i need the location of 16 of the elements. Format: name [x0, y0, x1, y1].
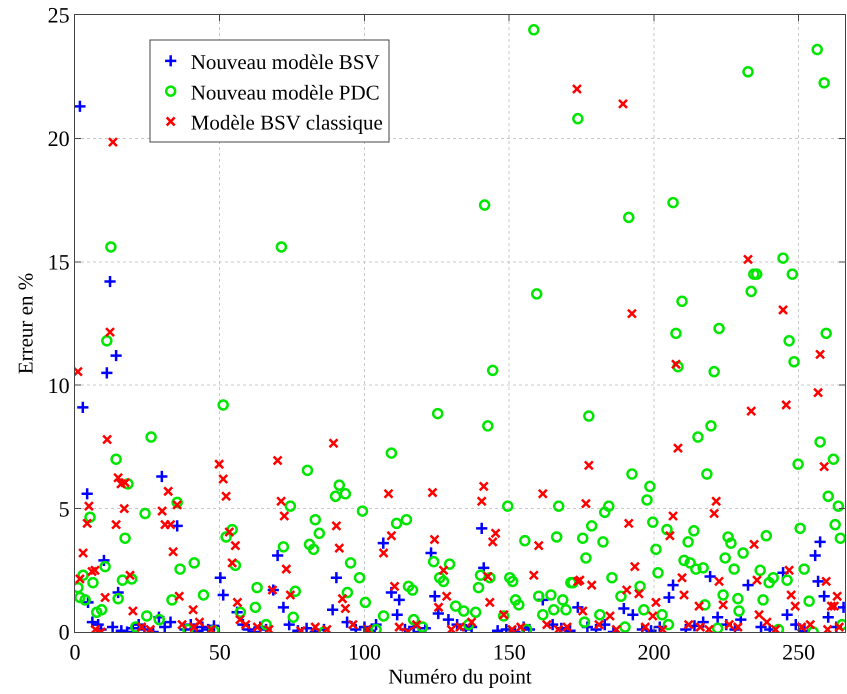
x-tick-label: 150 [492, 639, 526, 664]
x-tick-label: 100 [348, 639, 381, 664]
y-axis-title: Erreur en % [14, 272, 38, 374]
y-tick-label: 10 [48, 372, 70, 398]
y-tick-label: 20 [48, 126, 70, 152]
legend-label: Nouveau modèle PDC [190, 80, 380, 104]
legend-label: Modèle BSV classique [190, 110, 383, 135]
x-tick-label: 250 [782, 639, 816, 664]
x-axis-title: Numéro du point [388, 664, 532, 688]
y-tick-label: 15 [48, 250, 70, 274]
legend-label: Nouveau modèle BSV [190, 50, 380, 74]
x-tick-label: 200 [637, 639, 670, 664]
y-tick-label: 0 [58, 620, 70, 645]
y-tick-label: 25 [48, 2, 70, 28]
y-tick-label: 5 [58, 496, 70, 522]
x-tick-label: 50 [208, 639, 231, 664]
